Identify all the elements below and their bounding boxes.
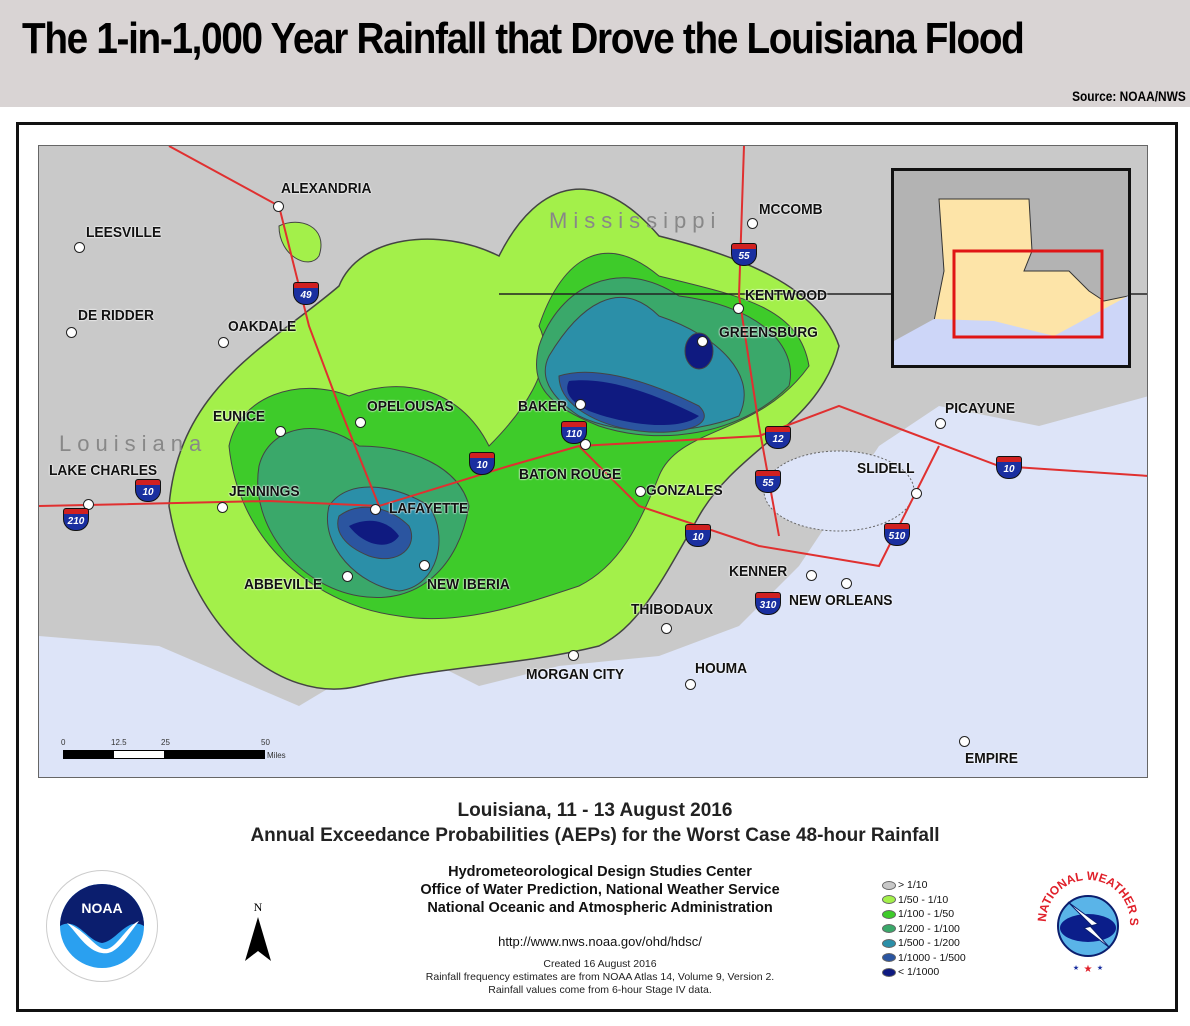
locator-inset-map: [891, 168, 1131, 368]
org-line-1: Hydrometeorological Design Studies Cente…: [448, 864, 752, 880]
legend-item: > 1/10: [882, 878, 966, 893]
city-marker: [935, 418, 946, 429]
city-label: GREENSBURG: [719, 324, 818, 341]
svg-text:★: ★: [1073, 964, 1079, 972]
city-label: MCCOMB: [759, 201, 823, 218]
interstate-10-shield: 10: [135, 479, 161, 503]
city-label: OAKDALE: [228, 318, 297, 335]
city-marker: [697, 336, 708, 347]
city-label: ALEXANDRIA: [281, 180, 372, 197]
legend-item: 1/200 - 1/100: [882, 922, 966, 937]
noaa-logo: NOAA: [46, 870, 158, 982]
interstate-210-shield: 210: [63, 508, 89, 532]
city-marker: [841, 578, 852, 589]
interstate-510-shield: 510: [884, 523, 910, 547]
city-label: LEESVILLE: [86, 224, 162, 241]
legend-item: 1/50 - 1/10: [882, 893, 966, 908]
city-label: SLIDELL: [857, 460, 915, 477]
source-note-2: Rainfall values come from 6-hour Stage I…: [488, 984, 712, 996]
page-title: The 1-in-1,000 Year Rainfall that Drove …: [22, 14, 1025, 63]
city-label: KENTWOOD: [745, 287, 828, 304]
nws-logo: NATIONAL WEATHER SERVICE ★ ★ ★: [1024, 851, 1148, 982]
interstate-55-shield: 55: [731, 243, 757, 267]
svg-text:★: ★: [1084, 964, 1093, 975]
city-marker: [355, 417, 366, 428]
legend-item: < 1/1000: [882, 965, 966, 980]
map-title: Louisiana, 11 - 13 August 2016: [457, 800, 733, 821]
city-marker: [66, 327, 77, 338]
state-label-louisiana: Louisiana: [59, 431, 208, 456]
svg-text:NOAA: NOAA: [81, 900, 122, 916]
city-label: LAFAYETTE: [389, 500, 469, 517]
legend-item: 1/1000 - 1/500: [882, 951, 966, 966]
city-label: NEW ORLEANS: [789, 592, 893, 609]
city-marker: [661, 623, 672, 634]
city-label: EMPIRE: [965, 750, 1018, 767]
legend-item: 1/500 - 1/200: [882, 936, 966, 951]
city-marker: [580, 439, 591, 450]
created-date: Created 16 August 2016: [543, 958, 657, 970]
org-line-3: National Oceanic and Atmospheric Adminis…: [427, 900, 773, 916]
city-marker: [747, 218, 758, 229]
city-marker: [419, 560, 430, 571]
org-line-2: Office of Water Prediction, National Wea…: [420, 882, 780, 898]
city-marker: [370, 504, 381, 515]
rainfall-map: Mississippi Louisiana ALEXANDRIA LEESVIL…: [38, 145, 1148, 778]
interstate-12-shield: 12: [765, 426, 791, 450]
nws-emblem-icon: NATIONAL WEATHER SERVICE ★ ★ ★: [1024, 851, 1141, 975]
city-marker: [685, 679, 696, 690]
legend-item: 1/100 - 1/50: [882, 907, 966, 922]
city-marker: [342, 571, 353, 582]
city-marker: [959, 736, 970, 747]
city-label: NEW IBERIA: [427, 576, 510, 593]
source-credit: Source: NOAA/NWS: [1072, 88, 1186, 104]
interstate-10-shield: 10: [469, 452, 495, 476]
city-label: ABBEVILLE: [244, 576, 323, 593]
city-label: BAKER: [518, 398, 568, 415]
city-marker: [575, 399, 586, 410]
city-label: BATON ROUGE: [519, 466, 622, 483]
city-marker: [733, 303, 744, 314]
interstate-10-shield: 10: [685, 524, 711, 548]
map-graphic: [39, 146, 1147, 777]
interstate-310-shield: 310: [755, 592, 781, 616]
state-label-mississippi: Mississippi: [549, 208, 722, 233]
city-label: HOUMA: [695, 660, 748, 677]
city-marker: [218, 337, 229, 348]
north-arrow: N: [243, 900, 273, 968]
scale-bar: 0 12.5 25 50 Miles: [61, 738, 286, 760]
city-label: DE RIDDER: [78, 307, 154, 324]
city-label: KENNER: [729, 563, 788, 580]
header-banner: The 1-in-1,000 Year Rainfall that Drove …: [0, 0, 1190, 107]
city-marker: [74, 242, 85, 253]
city-label: LAKE CHARLES: [49, 462, 158, 479]
aep-legend: > 1/10 1/50 - 1/10 1/100 - 1/50 1/200 - …: [882, 878, 966, 980]
city-label: PICAYUNE: [945, 400, 1016, 417]
city-marker: [806, 570, 817, 581]
source-note-1: Rainfall frequency estimates are from NO…: [425, 971, 775, 983]
city-marker: [911, 488, 922, 499]
interstate-10-shield: 10: [996, 456, 1022, 480]
city-marker: [275, 426, 286, 437]
north-arrow-icon: [245, 917, 271, 961]
map-subtitle: Annual Exceedance Probabilities (AEPs) f…: [250, 825, 940, 846]
city-label: OPELOUSAS: [367, 398, 454, 415]
interstate-49-shield: 49: [293, 282, 319, 306]
city-marker: [273, 201, 284, 212]
city-marker: [568, 650, 579, 661]
interstate-110-shield: 110: [561, 421, 587, 445]
city-label: GONZALES: [646, 482, 723, 499]
city-label: EUNICE: [213, 408, 266, 425]
city-label: JENNINGS: [229, 483, 300, 500]
city-marker: [635, 486, 646, 497]
city-label: MORGAN CITY: [526, 666, 625, 683]
city-marker: [217, 502, 228, 513]
noaa-emblem-icon: NOAA: [60, 884, 144, 968]
interstate-55-shield: 55: [755, 470, 781, 494]
city-label: THIBODAUX: [631, 601, 714, 618]
hdsc-link[interactable]: http://www.nws.noaa.gov/ohd/hdsc/: [498, 934, 702, 949]
svg-text:★: ★: [1097, 964, 1103, 972]
